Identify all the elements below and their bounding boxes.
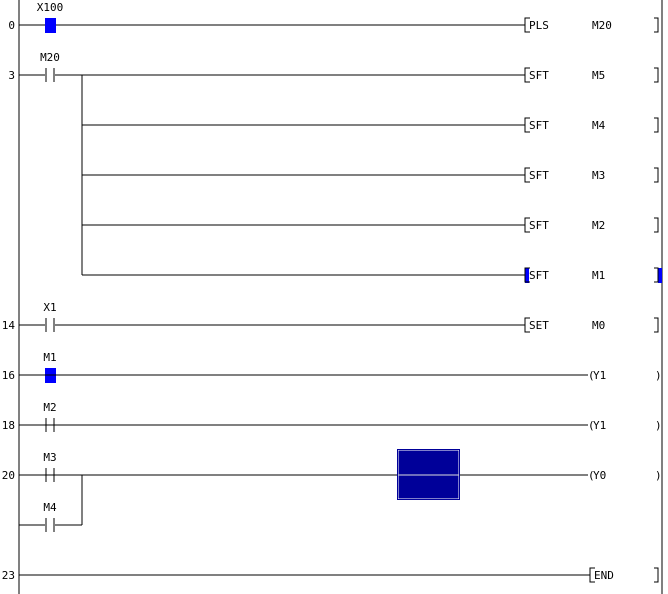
instruction-close-bracket <box>654 67 659 83</box>
instruction-operand[interactable]: M4 <box>592 119 606 132</box>
instruction-close-bracket <box>654 17 659 33</box>
instruction-open-bracket <box>524 67 530 83</box>
instruction-opcode[interactable]: SFT <box>529 69 549 82</box>
instruction-opcode[interactable]: END <box>594 569 614 582</box>
coil-operand[interactable]: Y0 <box>593 469 606 482</box>
instruction-close-bracket <box>654 267 659 283</box>
contact-selected[interactable] <box>45 18 56 33</box>
contact-label: M3 <box>43 451 56 464</box>
coil-open: ( <box>588 369 595 382</box>
coil-close: ) <box>655 369 662 382</box>
step-number: 20 <box>2 469 15 482</box>
step-number: 18 <box>2 419 15 432</box>
edit-cursor-border <box>397 449 460 500</box>
contact-label: M2 <box>43 401 56 414</box>
instruction-operand[interactable]: M20 <box>592 19 612 32</box>
instruction-opcode[interactable]: PLS <box>529 19 549 32</box>
step-number: 23 <box>2 569 15 582</box>
contact-label: M20 <box>40 51 60 64</box>
instruction-opcode[interactable]: SFT <box>529 169 549 182</box>
coil-open: ( <box>588 469 595 482</box>
instruction-bracket-selected[interactable] <box>525 268 529 283</box>
instruction-operand[interactable]: M2 <box>592 219 605 232</box>
coil-open: ( <box>588 419 595 432</box>
instruction-close-bracket <box>654 117 659 133</box>
instruction-operand[interactable]: M1 <box>592 269 605 282</box>
instruction-operand[interactable]: M3 <box>592 169 605 182</box>
coil-operand[interactable]: Y1 <box>593 419 606 432</box>
instruction-open-bracket <box>524 217 530 233</box>
step-number: 16 <box>2 369 15 382</box>
instruction-open-bracket <box>524 267 530 283</box>
instruction-opcode[interactable]: SFT <box>529 119 549 132</box>
coil-close: ) <box>655 469 662 482</box>
contact-label: X1 <box>43 301 56 314</box>
instruction-close-bracket <box>654 567 659 583</box>
step-number: 0 <box>8 19 15 32</box>
instruction-opcode[interactable]: SFT <box>529 269 549 282</box>
contact-label: M1 <box>43 351 56 364</box>
instruction-open-bracket <box>524 317 530 333</box>
step-number: 14 <box>2 319 16 332</box>
instruction-opcode[interactable]: SFT <box>529 219 549 232</box>
instruction-close-bracket <box>654 317 659 333</box>
instruction-bracket-selected[interactable] <box>658 268 662 283</box>
instruction-operand[interactable]: M0 <box>592 319 605 332</box>
instruction-open-bracket <box>524 167 530 183</box>
instruction-close-bracket <box>654 217 659 233</box>
instruction-close-bracket <box>654 167 659 183</box>
instruction-open-bracket <box>524 17 530 33</box>
coil-close: ) <box>655 419 662 432</box>
contact-label: X100 <box>37 1 64 14</box>
instruction-opcode[interactable]: SET <box>529 319 549 332</box>
instruction-open-bracket <box>524 117 530 133</box>
step-number: 3 <box>8 69 15 82</box>
contact-label: M4 <box>43 501 57 514</box>
instruction-open-bracket <box>589 567 595 583</box>
coil-operand[interactable]: Y1 <box>593 369 606 382</box>
instruction-operand[interactable]: M5 <box>592 69 605 82</box>
